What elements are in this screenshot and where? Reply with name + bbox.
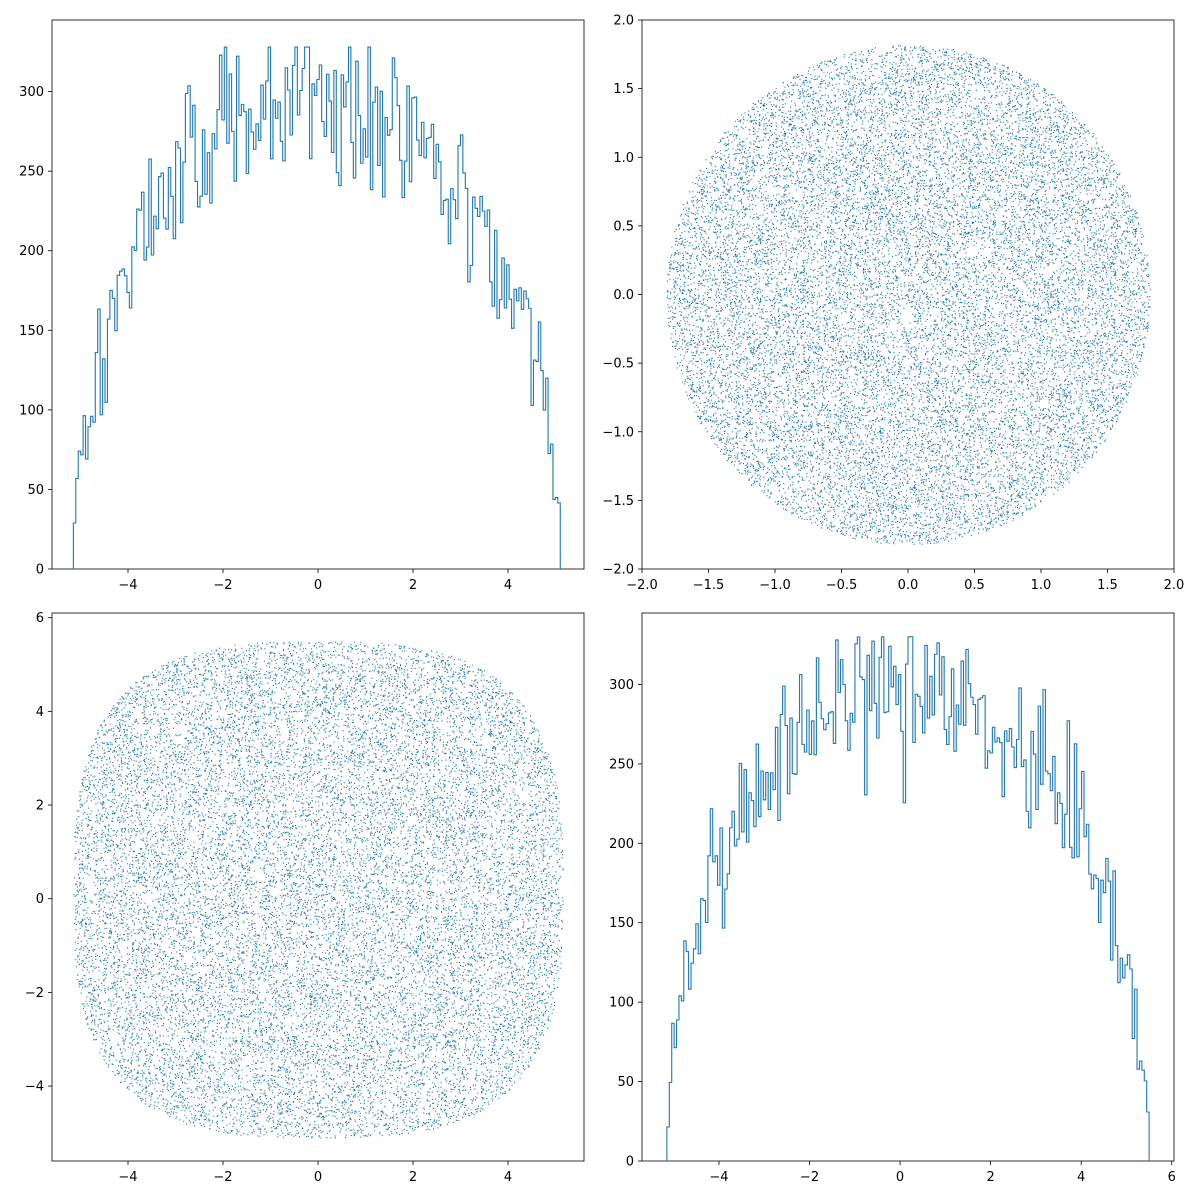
y-tick-label: 150 [609, 916, 634, 931]
x-tick-label: 1.5 [1097, 578, 1118, 593]
y-tick-label: 0 [36, 563, 44, 578]
x-tick-label: 0 [314, 1170, 322, 1185]
x-tick-label: 2 [409, 578, 417, 593]
x-tick-label: −2.0 [626, 578, 658, 593]
y-tick-label: 1.0 [613, 151, 634, 166]
scatter-rounded-square-bottom-left: −4 −2 0 2 4 −4 −2 0 2 4 6 [25, 611, 585, 1185]
y-tick-label: 100 [609, 996, 634, 1011]
y-tick-label: 0.5 [613, 219, 634, 234]
histogram-top-left: −4 −2 0 2 4 0 50 100 150 200 250 300 [19, 19, 585, 593]
x-tick-label: −4 [118, 578, 137, 593]
y-tick-label: 0.0 [613, 288, 634, 303]
y-tick-label: 2 [36, 799, 44, 814]
scatter-disk-top-right: −2.0 −1.5 −1.0 −0.5 0.0 0.5 1.0 1.5 2.0 −2.0 −1.5 −… [602, 14, 1184, 594]
y-tick-label: 300 [609, 678, 634, 693]
y-tick-label: 250 [19, 165, 44, 180]
x-tick-label: 2 [986, 1170, 994, 1185]
histogram-bottom-right: −4 −2 0 2 4 6 0 50 100 150 200 250 300 [609, 612, 1176, 1185]
x-tick-label: 4 [504, 1170, 512, 1185]
y-tick-label: 50 [617, 1075, 634, 1090]
y-tick-label: 150 [19, 324, 44, 339]
x-tick-label: 4 [504, 578, 512, 593]
y-tick-label: 250 [609, 757, 634, 772]
y-tick-label: −2.0 [602, 563, 634, 578]
histogram-step-line [72, 46, 561, 569]
x-tick-label: −1.0 [759, 578, 791, 593]
axes-frame [641, 612, 1175, 1162]
y-tick-label: 200 [19, 244, 44, 259]
x-tick-label: −0.5 [826, 578, 858, 593]
x-tick-label: −4 [118, 1170, 137, 1185]
x-tick-label: −2 [213, 1170, 232, 1185]
y-tick-label: −2 [25, 986, 44, 1001]
x-tick-label: 1.0 [1031, 578, 1052, 593]
y-tick-label: 2.0 [613, 14, 634, 29]
y-tick-label: 0 [626, 1155, 634, 1170]
y-tick-label: 300 [19, 85, 44, 100]
y-tick-label: −4 [25, 1080, 44, 1095]
y-tick-label: 6 [36, 611, 44, 626]
y-tick-label: −1.5 [602, 494, 634, 509]
x-tick-label: 2.0 [1164, 578, 1185, 593]
x-tick-label: −2 [800, 1170, 819, 1185]
y-tick-label: 200 [609, 837, 634, 852]
y-tick-label: 0 [36, 892, 44, 907]
y-tick-label: 4 [36, 705, 44, 720]
x-tick-label: −1.5 [693, 578, 725, 593]
x-tick-label: 6 [1168, 1170, 1176, 1185]
x-tick-label: −2 [213, 578, 232, 593]
scatter-points [73, 641, 564, 1139]
x-tick-label: 4 [1077, 1170, 1085, 1185]
y-tick-label: 100 [19, 403, 44, 418]
x-tick-label: 0 [896, 1170, 904, 1185]
x-tick-label: 0.5 [964, 578, 985, 593]
y-tick-label: 1.5 [613, 82, 634, 97]
y-tick-label: 50 [27, 483, 44, 498]
histogram-step-line [666, 636, 1150, 1161]
x-tick-label: 0 [314, 578, 322, 593]
x-tick-label: 2 [409, 1170, 417, 1185]
y-tick-label: −0.5 [602, 357, 634, 372]
x-tick-label: −4 [709, 1170, 728, 1185]
y-tick-label: −1.0 [602, 425, 634, 440]
x-tick-label: 0.0 [898, 578, 919, 593]
